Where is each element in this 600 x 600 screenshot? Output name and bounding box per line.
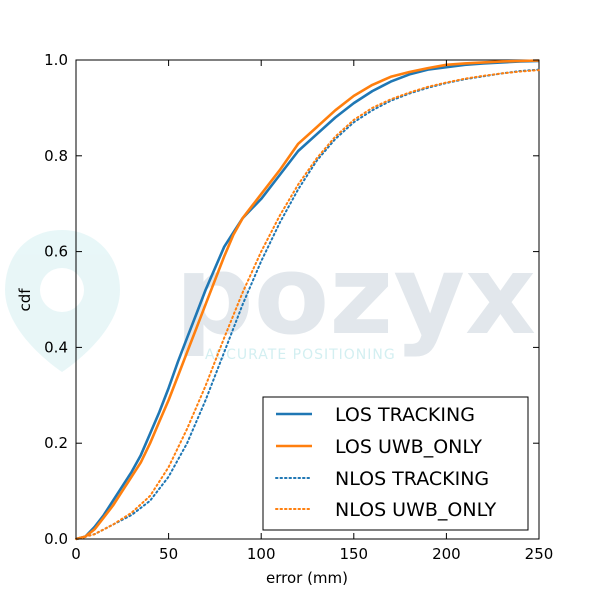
y-tick-label: 0.6 — [44, 243, 68, 261]
legend-label: LOS TRACKING — [335, 404, 475, 426]
tick-layer: 0 50 100 150 200 250 0.0 0.2 0.4 0.6 0.8 1.0 — [44, 51, 553, 563]
y-axis-label: cdf — [16, 288, 34, 312]
x-tick-label: 50 — [159, 545, 178, 563]
y-tick-label: 0.8 — [44, 147, 68, 165]
legend-label: LOS UWB_ONLY — [335, 436, 482, 458]
legend-label: NLOS TRACKING — [335, 468, 489, 490]
y-tick-label: 1.0 — [44, 51, 68, 69]
y-tick-label: 0.2 — [44, 434, 68, 452]
legend-box — [262, 396, 529, 531]
watermark-tagline: ACCURATE POSITIONING — [205, 347, 396, 363]
series-layer — [75, 59, 540, 541]
location-pin-icon — [5, 230, 120, 372]
x-axis-label: error (mm) — [266, 569, 348, 587]
pozyx-watermark: pozyx ACCURATE POSITIONING — [5, 230, 536, 372]
x-tick-label: 0 — [71, 545, 81, 563]
watermark-brand: pozyx — [175, 231, 536, 359]
series-line-nlos-uwb-only — [75, 69, 540, 540]
x-tick-label: 150 — [339, 545, 368, 563]
y-tick-label: 0.0 — [44, 530, 68, 548]
plot-frame — [75, 59, 540, 540]
series-line-los-uwb-only — [75, 59, 540, 541]
x-tick-label: 250 — [525, 545, 554, 563]
legend-label: NLOS UWB_ONLY — [335, 499, 497, 521]
x-tick-label: 200 — [432, 545, 461, 563]
x-tick-label: 100 — [247, 545, 276, 563]
legend: LOS TRACKING LOS UWB_ONLY NLOS TRACKING NLO… — [262, 396, 529, 531]
y-tick-label: 0.4 — [44, 338, 68, 356]
